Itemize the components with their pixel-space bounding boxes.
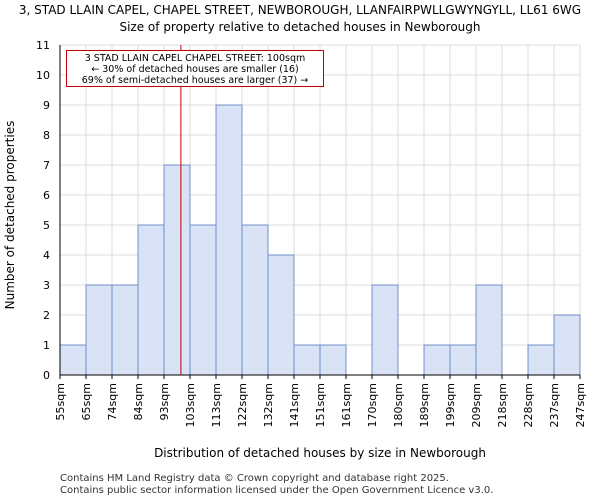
y-tick-labels: 0 1 2 3 4 5 6 7 8 9 10 11	[36, 39, 50, 382]
x-tick-label: 151sqm	[314, 383, 327, 427]
x-tick-label: 218sqm	[496, 383, 509, 427]
axes	[59, 45, 581, 379]
y-tick-label: 6	[43, 189, 50, 202]
x-tick-label: 65sqm	[80, 383, 93, 420]
x-tick-label: 55sqm	[54, 383, 67, 420]
bar	[319, 344, 347, 376]
x-tick-label: 84sqm	[132, 383, 145, 420]
bar	[163, 164, 191, 376]
y-axis-title: Number of detached properties	[3, 121, 17, 310]
x-tick-label: 199sqm	[444, 383, 457, 427]
chart-title: 3, STAD LLAIN CAPEL, CHAPEL STREET, NEWB…	[18, 3, 582, 17]
x-tick-label: 74sqm	[106, 383, 119, 420]
x-tick-label: 132sqm	[262, 383, 275, 427]
y-tick-label: 8	[43, 129, 50, 142]
annotation-line-1: 3 STAD LLAIN CAPEL CHAPEL STREET: 100sqm	[84, 53, 306, 64]
bar	[371, 284, 399, 376]
x-tick-label: 103sqm	[184, 383, 197, 427]
chart-subtitle: Size of property relative to detached ho…	[119, 20, 481, 34]
footer-line-1: Contains HM Land Registry data © Crown c…	[60, 473, 449, 484]
footer-line-2: Contains public sector information licen…	[60, 485, 494, 496]
x-tick-label: 93sqm	[158, 383, 171, 420]
x-axis-title: Distribution of detached houses by size …	[154, 446, 486, 460]
x-tick-label: 189sqm	[418, 383, 431, 427]
bar	[85, 284, 113, 376]
annotation-box: 3 STAD LLAIN CAPEL CHAPEL STREET: 100sqm…	[66, 50, 324, 87]
x-tick-label: 161sqm	[340, 383, 353, 427]
x-tick-labels: 55sqm 65sqm 74sqm 84sqm 93sqm 103sqm 113sqm 122…	[54, 383, 587, 427]
x-tick-label: 228sqm	[522, 383, 535, 427]
y-tick-label: 7	[43, 159, 50, 172]
bar	[111, 284, 139, 376]
x-tick-label: 122sqm	[236, 383, 249, 427]
x-tick-label: 237sqm	[548, 383, 561, 427]
bar	[293, 344, 321, 376]
bar	[449, 344, 477, 376]
y-tick-label: 10	[36, 69, 50, 82]
x-tick-label: 113sqm	[210, 383, 223, 427]
bar	[215, 104, 243, 376]
x-tick-label: 170sqm	[366, 383, 379, 427]
bars	[59, 104, 581, 376]
annotation-line-3: 69% of semi-detached houses are larger (…	[81, 75, 309, 86]
bar	[553, 314, 581, 376]
bar	[189, 224, 217, 376]
bar	[59, 344, 87, 376]
bar	[267, 254, 295, 376]
x-tick-label: 247sqm	[574, 383, 587, 427]
x-tick-label: 209sqm	[470, 383, 483, 427]
y-tick-label: 0	[43, 369, 50, 382]
bar	[137, 224, 165, 376]
x-tick-label: 180sqm	[392, 383, 405, 427]
bar	[423, 344, 451, 376]
y-tick-label: 3	[43, 279, 50, 292]
x-tick-label: 141sqm	[288, 383, 301, 427]
y-tick-label: 5	[43, 219, 50, 232]
annotation-line-2: ← 30% of detached houses are smaller (16…	[91, 64, 299, 75]
bar	[241, 224, 269, 376]
y-tick-label: 2	[43, 309, 50, 322]
y-tick-label: 1	[43, 339, 50, 352]
bar	[527, 344, 555, 376]
bar	[475, 284, 503, 376]
y-tick-label: 11	[36, 39, 50, 52]
y-tick-label: 4	[43, 249, 50, 262]
y-tick-label: 9	[43, 99, 50, 112]
